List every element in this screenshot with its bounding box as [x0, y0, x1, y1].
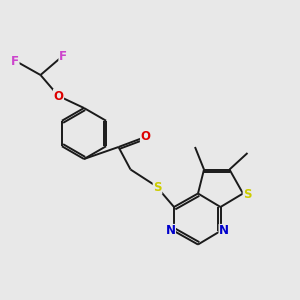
Text: F: F — [59, 50, 67, 64]
Text: S: S — [243, 188, 252, 202]
Text: F: F — [11, 55, 19, 68]
Text: O: O — [53, 89, 64, 103]
Text: S: S — [153, 181, 162, 194]
Text: O: O — [140, 130, 151, 143]
Text: N: N — [165, 224, 176, 238]
Text: N: N — [219, 224, 229, 238]
